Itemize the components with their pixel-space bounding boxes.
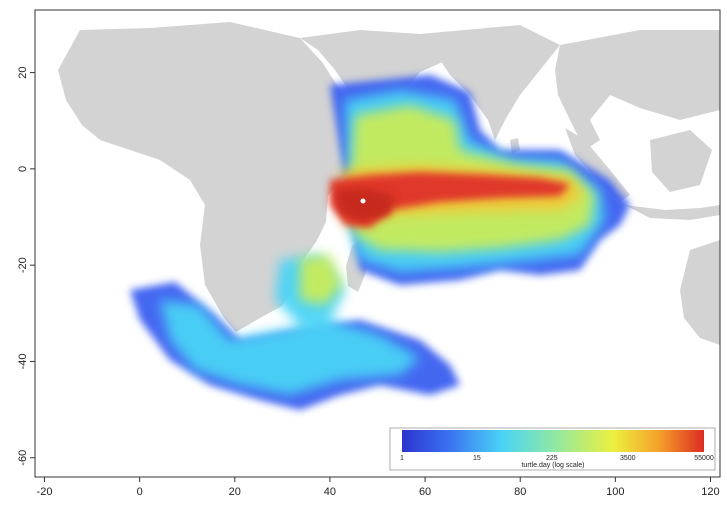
x-tick-label: 100 xyxy=(606,486,624,498)
land-africa xyxy=(58,22,380,332)
x-tick-label: -20 xyxy=(37,486,53,498)
y-tick-label: 0 xyxy=(17,166,29,172)
x-tick-label: 120 xyxy=(701,486,719,498)
colorbar-tick-label: 225 xyxy=(546,455,558,462)
x-axis: -20 0 20 40 60 80 100 120 xyxy=(37,477,720,498)
plot-frame xyxy=(34,9,721,478)
x-tick-label: 40 xyxy=(324,486,336,498)
colorbar-label: turtle.day (log scale) xyxy=(521,462,584,469)
y-tick-label: -40 xyxy=(17,354,29,370)
land-arabia xyxy=(300,30,470,118)
release-point-marker xyxy=(360,198,366,204)
land-sumatra xyxy=(565,128,630,202)
land-australia xyxy=(680,240,720,345)
turtle-density-field xyxy=(130,75,630,410)
land-india xyxy=(420,25,560,140)
x-tick-label: 80 xyxy=(514,486,526,498)
colorbar: 1 15 225 3500 55000 turtle.day (log scale) xyxy=(389,427,716,471)
y-tick-label: -20 xyxy=(17,257,29,273)
x-tick-label: 20 xyxy=(229,486,241,498)
colorbar-tick-label: 55000 xyxy=(694,455,714,462)
colorbar-tick-label: 1 xyxy=(400,455,404,462)
land-borneo xyxy=(650,130,712,192)
y-axis: 20 0 -20 -40 -60 xyxy=(17,66,35,466)
land-southeast-asia xyxy=(555,30,720,150)
x-tick-label: 60 xyxy=(419,486,431,498)
colorbar-gradient xyxy=(402,430,704,452)
land-java xyxy=(625,205,720,220)
land-masses xyxy=(58,22,720,345)
colorbar-tick-label: 15 xyxy=(473,455,481,462)
y-tick-label: 20 xyxy=(17,66,29,78)
colorbar-tick-label: 3500 xyxy=(620,455,636,462)
y-tick-label: -60 xyxy=(17,450,29,466)
x-tick-label: 0 xyxy=(137,486,143,498)
